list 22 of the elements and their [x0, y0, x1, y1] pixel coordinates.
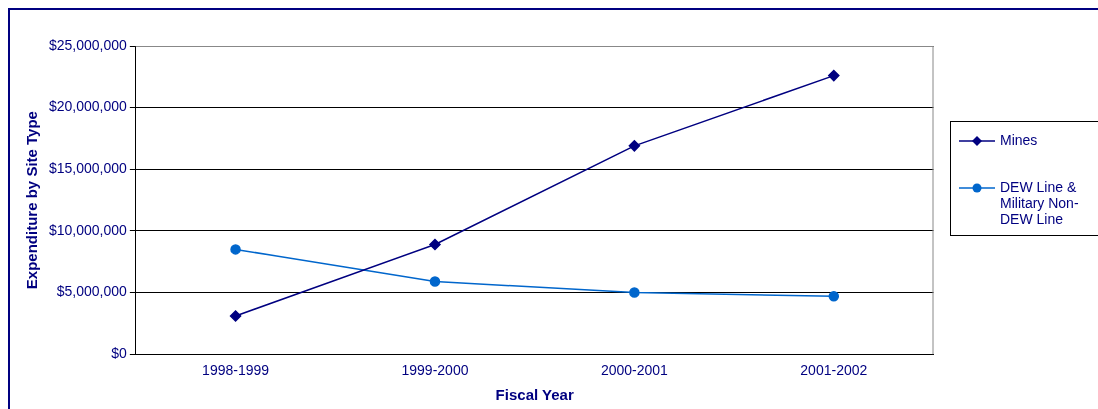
legend-label: DEW Line & Military Non-DEW Line	[1000, 179, 1080, 227]
x-tick-label: 2001-2002	[800, 362, 868, 379]
point	[629, 287, 640, 298]
point	[828, 291, 840, 302]
x-tick-label: 1998-1999	[202, 362, 270, 379]
point	[229, 310, 242, 322]
point	[828, 69, 840, 82]
point	[429, 276, 441, 287]
y-tick-label: $15,000,000	[49, 160, 128, 177]
x-tick-label: 2000-2001	[600, 362, 669, 379]
point	[230, 244, 241, 255]
y-tick-label: $20,000,000	[49, 98, 128, 115]
y-tick-label: $25,000,000	[49, 36, 128, 53]
point	[429, 238, 441, 251]
point	[628, 140, 641, 152]
legend-label: Mines	[1000, 132, 1038, 148]
x-tick-label: 1999-2000	[401, 362, 469, 379]
y-axis-title: Expenditure by Site Type	[23, 111, 41, 290]
y-tick-label: $0	[111, 345, 128, 362]
y-tick-label: $5,000,000	[56, 283, 128, 300]
x-axis-title: Fiscal Year	[495, 386, 574, 404]
y-tick-label: $10,000,000	[49, 221, 128, 238]
